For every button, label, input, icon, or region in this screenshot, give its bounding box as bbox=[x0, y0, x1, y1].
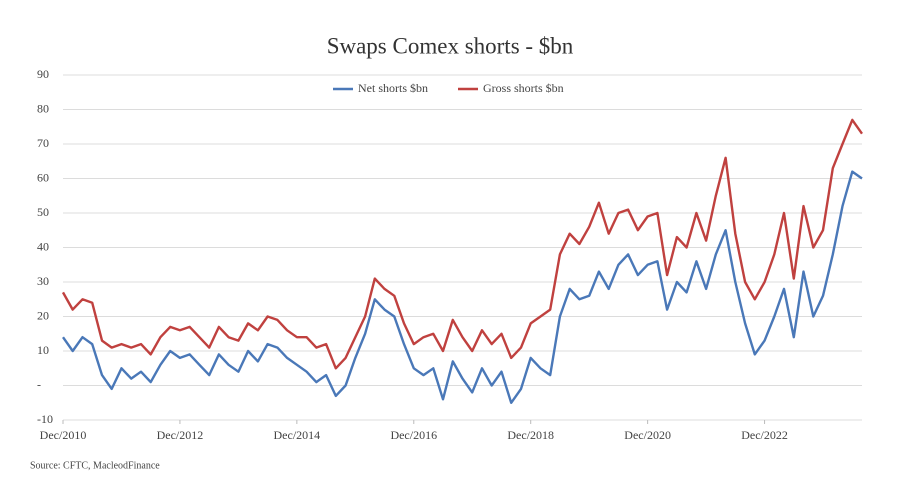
x-tick-label: Dec/2012 bbox=[157, 428, 204, 442]
source-note: Source: CFTC, MacleodFinance bbox=[30, 460, 160, 471]
y-tick-label: 60 bbox=[37, 170, 49, 184]
legend-label: Gross shorts $bn bbox=[483, 81, 564, 95]
y-tick-label: 50 bbox=[37, 205, 49, 219]
y-tick-label: 20 bbox=[37, 308, 49, 322]
x-tick-label: Dec/2014 bbox=[274, 428, 321, 442]
series-line bbox=[62, 170, 863, 404]
x-tick-label: Dec/2010 bbox=[40, 428, 87, 442]
x-tick-label: Dec/2022 bbox=[741, 428, 788, 442]
x-tick-label: Dec/2020 bbox=[624, 428, 671, 442]
y-tick-label: 70 bbox=[37, 136, 49, 150]
y-tick-label: 10 bbox=[37, 343, 49, 357]
x-tick-label: Dec/2016 bbox=[390, 428, 437, 442]
y-tick-label: - bbox=[37, 377, 41, 391]
y-tick-label: 80 bbox=[37, 101, 49, 115]
x-tick-label: Dec/2018 bbox=[507, 428, 554, 442]
y-tick-label: 30 bbox=[37, 274, 49, 288]
y-tick-label: 90 bbox=[37, 67, 49, 81]
y-tick-label: -10 bbox=[37, 412, 53, 426]
legend-label: Net shorts $bn bbox=[358, 81, 428, 95]
series-line bbox=[61, 118, 863, 370]
chart-title: Swaps Comex shorts - $bn bbox=[327, 33, 574, 58]
y-tick-label: 40 bbox=[37, 239, 49, 253]
